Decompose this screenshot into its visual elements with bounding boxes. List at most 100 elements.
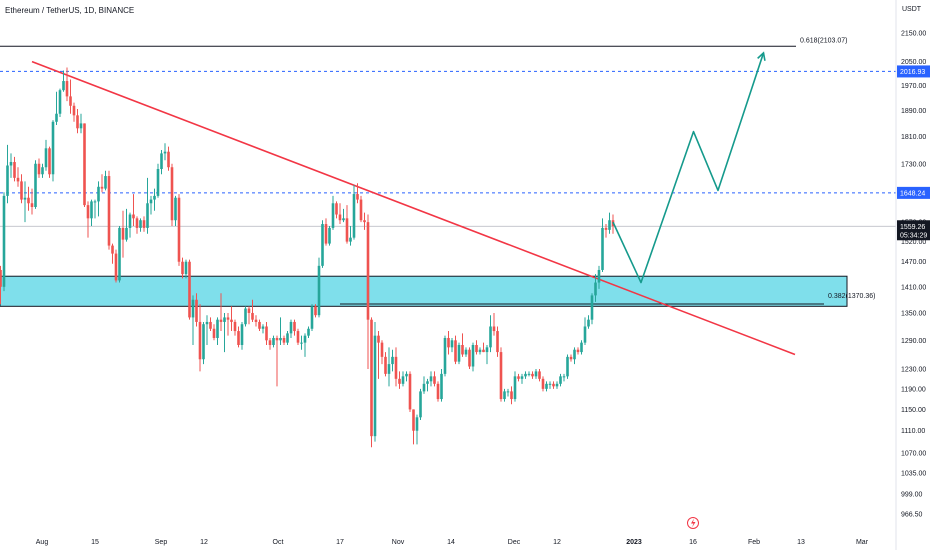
candle-body: [534, 371, 538, 377]
candle-body: [72, 105, 76, 116]
candle-body: [282, 337, 286, 343]
candle-body: [552, 383, 555, 387]
candle-body: [345, 218, 349, 242]
x-axis-tick-label: 12: [553, 539, 561, 546]
candle-body: [422, 383, 426, 392]
x-axis-tick-label: 16: [689, 539, 697, 546]
candle-body: [426, 381, 429, 384]
candle-body: [597, 269, 601, 283]
candle-body: [296, 331, 300, 343]
y-axis-tick-label: 1410.00: [901, 284, 926, 291]
candle-body: [338, 214, 342, 221]
candle-body: [324, 224, 328, 244]
candle-body: [496, 331, 499, 353]
candle-body: [149, 199, 153, 204]
y-axis-tick-label: 1110.00: [901, 428, 925, 435]
candle-body: [44, 148, 48, 168]
candle-body: [170, 167, 174, 221]
candle-body: [510, 391, 513, 400]
candle-body: [51, 121, 55, 175]
candle-body: [580, 342, 583, 353]
candle-body: [363, 220, 366, 223]
candle-body: [272, 337, 275, 345]
y-axis-tick-label: 1070.00: [901, 450, 926, 457]
candle-body: [181, 261, 184, 275]
candle-body: [300, 342, 303, 344]
x-axis-tick-label: 13: [797, 539, 805, 546]
candle-body: [384, 356, 387, 374]
candle-body: [62, 81, 65, 91]
candle-body: [125, 227, 128, 240]
candle-body: [545, 383, 548, 389]
candle-body: [2, 195, 6, 287]
candle-body: [310, 306, 314, 329]
candle-body: [16, 177, 20, 182]
candle-body: [405, 373, 408, 377]
candle-body: [366, 222, 370, 320]
candle-body: [132, 214, 135, 219]
y-axis-tick-label: 1730.00: [901, 161, 926, 168]
x-axis-tick-label: 14: [447, 539, 455, 546]
support-zone[interactable]: [0, 275, 848, 307]
candle-body: [90, 201, 93, 219]
candle-body: [520, 376, 524, 379]
candle-body: [587, 319, 590, 327]
candle-body: [226, 317, 230, 320]
candle-body: [167, 151, 170, 168]
candle-body: [195, 299, 198, 322]
candle-body: [27, 197, 30, 204]
candle-body: [107, 176, 111, 246]
candle-body: [538, 371, 541, 379]
descending-trendline[interactable]: [31, 60, 796, 356]
candle-body: [307, 328, 310, 336]
candle-body: [387, 364, 391, 374]
candle-body: [279, 337, 282, 341]
candle-body: [548, 383, 552, 385]
candle-body: [398, 378, 401, 384]
candle-body: [30, 203, 34, 208]
candle-body: [76, 115, 79, 129]
x-axis-tick-label: 15: [91, 539, 99, 546]
candle-body: [237, 331, 240, 345]
candle-body: [69, 96, 72, 106]
candle-body: [293, 321, 296, 332]
x-axis-tick-label: Dec: [508, 539, 521, 546]
candle-body: [37, 163, 41, 175]
x-axis-tick-label: 2023: [626, 539, 642, 546]
candle-body: [247, 308, 251, 313]
candle-body: [503, 391, 506, 400]
candle-body: [118, 227, 121, 281]
candle-body: [286, 333, 289, 343]
candle-body: [394, 356, 398, 379]
candle-body: [321, 224, 324, 266]
level-price-tag: 1648.24: [900, 190, 925, 197]
candle-body: [601, 227, 604, 270]
current-price-tag: 1559.26: [900, 224, 925, 231]
candle-body: [163, 151, 167, 154]
fib-level-label: 0.382(1370.36): [828, 293, 875, 300]
x-axis-tick-label: 12: [200, 539, 208, 546]
candle-body: [573, 349, 576, 360]
candle-body: [373, 335, 377, 437]
candle-body: [86, 205, 90, 219]
candle-body: [419, 391, 422, 418]
candle-body: [188, 261, 191, 318]
candle-body: [506, 391, 510, 393]
candle-body: [555, 383, 559, 387]
candle-body: [41, 167, 44, 175]
candle-body: [412, 409, 415, 431]
candle-body: [541, 378, 545, 389]
y-axis-tick-label: 1230.00: [901, 366, 926, 373]
candle-body: [482, 349, 485, 353]
y-axis-tick-label: 1810.00: [901, 134, 926, 141]
candle-body: [146, 203, 149, 228]
candle-body: [590, 295, 594, 320]
x-axis-tick-label: Nov: [392, 539, 405, 546]
candle-body: [492, 326, 496, 332]
projection-path[interactable]: [612, 52, 765, 284]
candle-body: [111, 245, 114, 254]
candle-body: [485, 347, 489, 353]
